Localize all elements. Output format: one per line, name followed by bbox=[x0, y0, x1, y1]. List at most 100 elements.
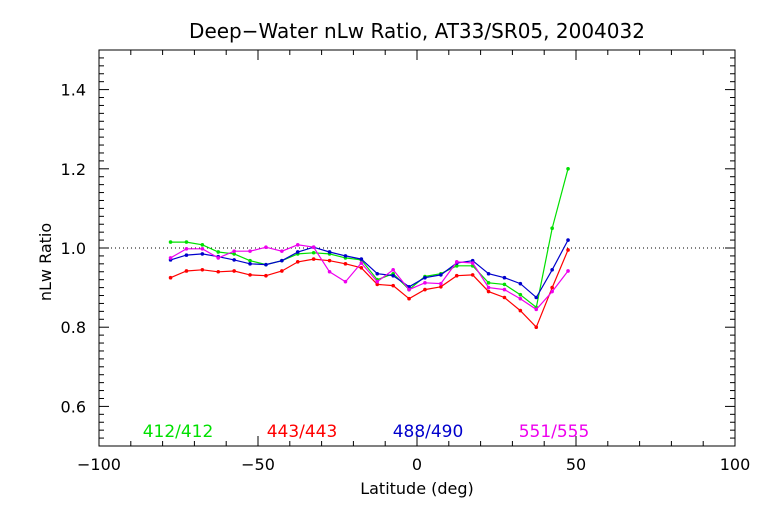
data-point bbox=[216, 250, 221, 254]
data-point bbox=[232, 252, 236, 256]
legend-entry: 443/443 bbox=[267, 422, 338, 442]
chart-title: Deep−Water nLw Ratio, AT33/SR05, 2004032 bbox=[189, 19, 645, 43]
data-point bbox=[248, 273, 252, 277]
data-point bbox=[518, 281, 523, 286]
data-point bbox=[200, 252, 205, 256]
data-point bbox=[470, 273, 475, 277]
x-tick-labels: −100 −50 0 50 100 bbox=[77, 455, 750, 474]
data-point bbox=[184, 240, 189, 244]
data-point bbox=[423, 281, 427, 285]
series-551/555 bbox=[168, 243, 570, 312]
data-point bbox=[327, 258, 332, 263]
data-point bbox=[327, 269, 332, 274]
data-point bbox=[359, 257, 364, 261]
data-point bbox=[311, 245, 316, 250]
data-point bbox=[550, 267, 554, 272]
data-point bbox=[184, 269, 189, 273]
data-point bbox=[550, 285, 554, 290]
data-point bbox=[295, 260, 300, 264]
data-point bbox=[232, 269, 236, 273]
data-point bbox=[391, 283, 395, 288]
data-point bbox=[311, 250, 316, 255]
data-point bbox=[343, 279, 348, 284]
data-point bbox=[407, 296, 411, 301]
data-point bbox=[232, 258, 236, 262]
x-tick-label: −50 bbox=[241, 455, 275, 474]
data-point bbox=[534, 325, 539, 330]
data-point bbox=[200, 243, 205, 247]
data-point bbox=[200, 246, 205, 251]
data-point bbox=[518, 296, 523, 301]
data-point bbox=[566, 269, 570, 273]
data-point bbox=[343, 262, 348, 266]
data-point bbox=[502, 287, 507, 292]
data-point bbox=[518, 292, 523, 297]
data-point bbox=[375, 282, 380, 287]
data-point bbox=[295, 250, 300, 254]
data-point bbox=[407, 287, 411, 292]
y-tick-label: 0.8 bbox=[61, 318, 86, 337]
data-point bbox=[486, 289, 491, 294]
data-point bbox=[280, 258, 284, 263]
x-tick-label: 100 bbox=[720, 455, 751, 474]
data-point bbox=[534, 307, 539, 312]
data-point bbox=[280, 269, 284, 273]
data-point bbox=[264, 245, 268, 250]
x-axis-label: Latitude (deg) bbox=[360, 479, 474, 498]
data-point bbox=[502, 282, 507, 287]
data-point bbox=[359, 266, 364, 270]
data-point bbox=[264, 273, 268, 278]
legend-entry: 551/555 bbox=[519, 422, 590, 442]
data-point bbox=[566, 248, 570, 252]
legend: 412/412 443/443 488/490 551/555 bbox=[143, 422, 590, 442]
series-layer bbox=[168, 167, 570, 330]
data-point bbox=[439, 281, 443, 286]
series-line bbox=[170, 168, 569, 309]
series-line bbox=[170, 239, 569, 299]
data-point bbox=[486, 281, 491, 285]
data-point bbox=[168, 240, 173, 244]
series-line bbox=[170, 244, 569, 311]
data-point bbox=[423, 287, 427, 292]
data-point bbox=[454, 273, 459, 278]
data-point bbox=[311, 257, 316, 261]
data-point bbox=[264, 262, 268, 267]
x-tick-label: 50 bbox=[566, 455, 586, 474]
data-point bbox=[518, 308, 523, 313]
data-point bbox=[248, 249, 252, 253]
y-tick-labels: 0.6 0.8 1.0 1.2 1.4 bbox=[61, 81, 86, 417]
data-point bbox=[200, 267, 205, 272]
x-tick-label: 0 bbox=[412, 455, 422, 474]
data-point bbox=[566, 238, 570, 242]
data-point bbox=[375, 271, 380, 276]
data-point bbox=[327, 250, 332, 254]
data-point bbox=[470, 261, 475, 265]
data-point bbox=[566, 167, 570, 171]
data-point bbox=[184, 253, 189, 257]
data-point bbox=[184, 246, 189, 251]
y-tick-label: 1.2 bbox=[61, 160, 86, 179]
data-point bbox=[439, 285, 443, 289]
data-point bbox=[248, 258, 252, 263]
data-point bbox=[359, 261, 364, 265]
data-point bbox=[502, 275, 507, 280]
x-tick-label: −100 bbox=[77, 455, 121, 474]
data-point bbox=[423, 275, 427, 280]
y-tick-label: 1.0 bbox=[61, 239, 86, 258]
data-point bbox=[391, 267, 395, 272]
y-tick-label: 0.6 bbox=[61, 397, 86, 416]
data-point bbox=[391, 273, 395, 278]
data-point bbox=[454, 264, 459, 268]
y-axis-label: nLw Ratio bbox=[36, 223, 55, 301]
data-point bbox=[486, 285, 491, 290]
y-tick-label: 1.4 bbox=[61, 81, 86, 100]
data-point bbox=[486, 271, 491, 276]
data-point bbox=[168, 256, 173, 260]
data-point bbox=[550, 289, 554, 294]
series-443/443 bbox=[168, 248, 570, 330]
legend-entry: 488/490 bbox=[393, 422, 464, 442]
data-point bbox=[216, 256, 221, 260]
data-point bbox=[216, 269, 221, 274]
